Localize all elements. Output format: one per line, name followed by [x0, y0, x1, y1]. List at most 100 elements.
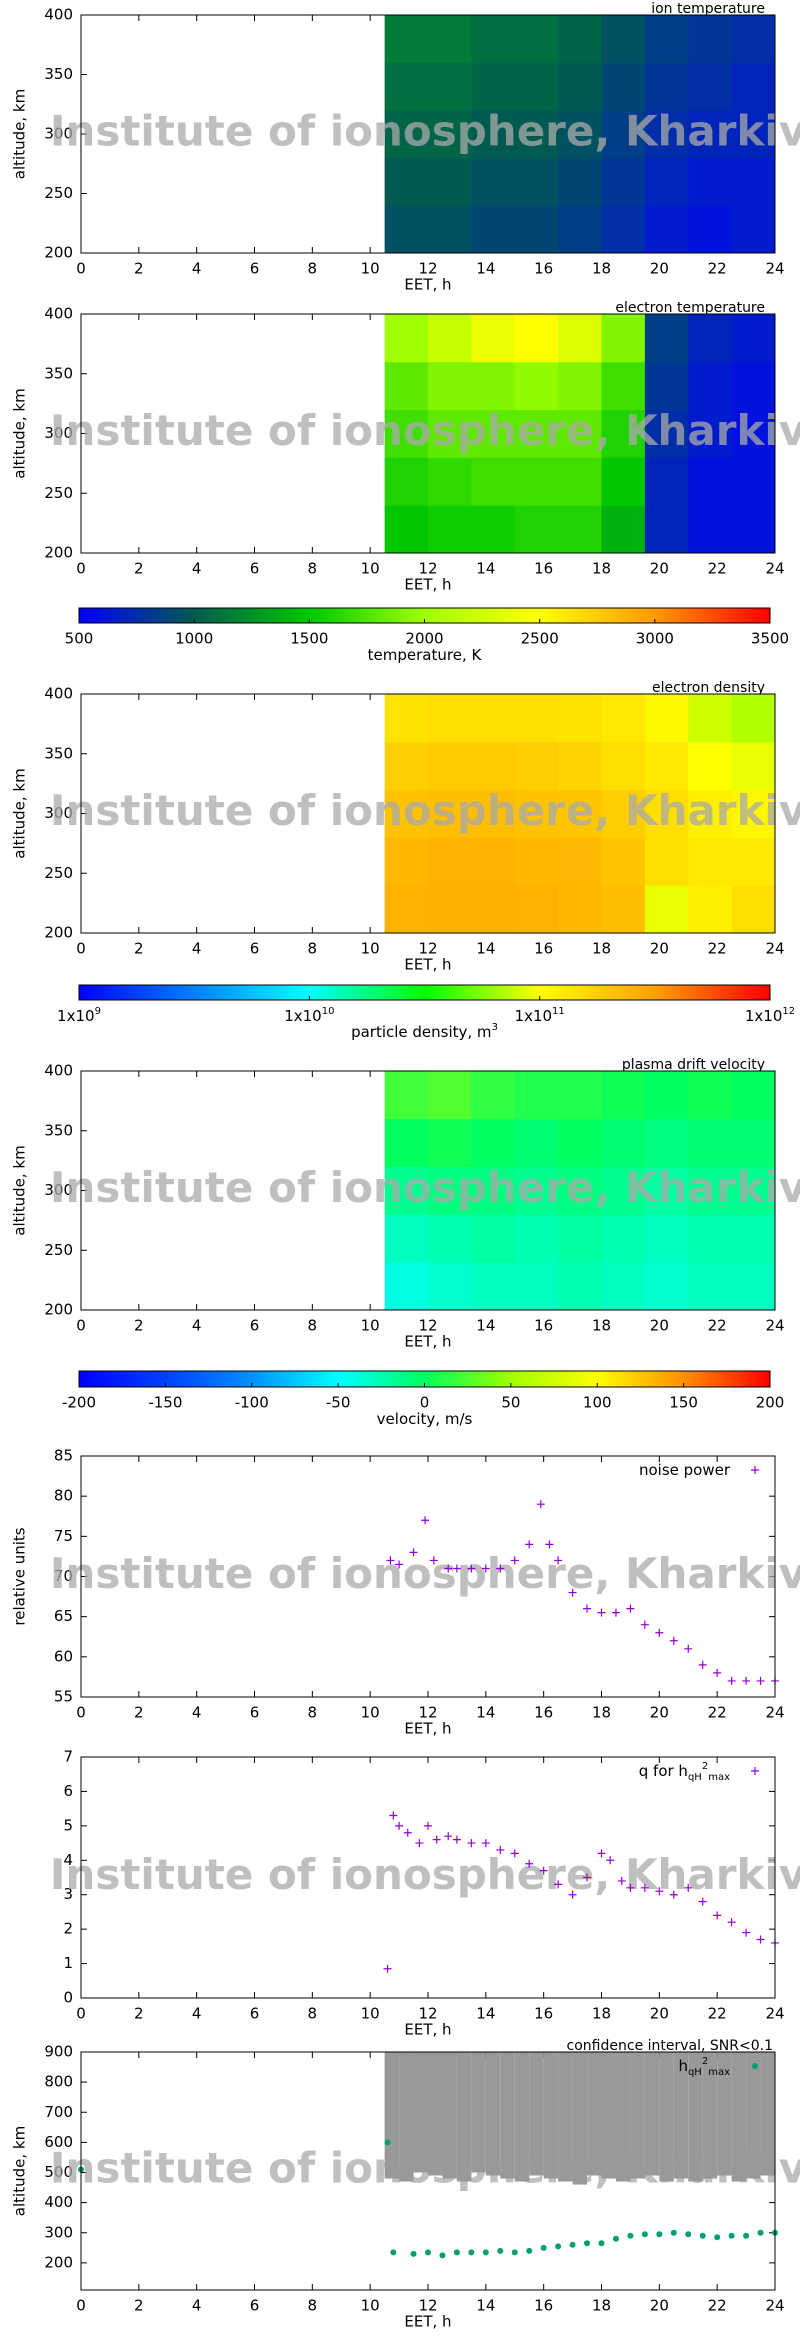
range-bar: [428, 2052, 443, 2176]
colorbar-tick-label: 100: [583, 1394, 612, 1412]
point: [641, 2231, 648, 2238]
point: [698, 1897, 707, 1906]
plot-frame: [80, 693, 776, 934]
heat-cell: [601, 457, 646, 506]
heat-cell: [471, 1118, 516, 1168]
point: [684, 1883, 693, 1892]
plot-frame: [80, 1455, 776, 1698]
heat-cell: [428, 1214, 472, 1263]
heat-cell: [514, 205, 559, 254]
range-bar: [471, 2052, 486, 2173]
heat-cell: [514, 15, 559, 64]
y-tick-label: 500: [44, 2163, 73, 2181]
x-tick-label: 16: [534, 260, 553, 278]
point: [685, 2231, 692, 2238]
heat-cell: [514, 1262, 559, 1311]
x-tick-label: 16: [534, 2297, 553, 2315]
range-bar: [673, 2052, 689, 2179]
y-axis-label: altitude, km: [11, 768, 29, 858]
x-tick-label: 6: [250, 2005, 260, 2023]
colorbar-tick-label: 3500: [751, 630, 789, 648]
x-axis-label: EET, h: [404, 1333, 451, 1351]
y-tick-label: 200: [44, 924, 73, 942]
heat-cell: [558, 409, 602, 458]
point: [597, 1849, 606, 1858]
x-tick-label: 2: [134, 2297, 144, 2315]
x-tick-label: 16: [534, 2005, 553, 2023]
colorbar-tick-label: 2000: [405, 630, 443, 648]
heat-cell: [558, 1214, 602, 1263]
range-bar: [456, 2052, 472, 2182]
y-tick-label: 900: [44, 2043, 73, 2061]
heat-cell: [731, 409, 776, 458]
y-tick-label: 70: [54, 1567, 73, 1585]
y-tick-label: 75: [54, 1527, 73, 1545]
heat-cell: [471, 205, 516, 254]
point: [482, 2249, 489, 2256]
point: [467, 1839, 476, 1848]
x-tick-label: 20: [650, 1317, 669, 1335]
heat-cell: [514, 1118, 559, 1168]
x-tick-label: 22: [708, 1704, 727, 1722]
x-tick-label: 6: [250, 260, 260, 278]
heat-cell: [428, 409, 472, 458]
heat-cell: [384, 62, 429, 111]
heat-cell: [471, 1214, 516, 1263]
label-part: velocity, m/s: [377, 1410, 473, 1428]
legend-marker: [751, 1767, 759, 1775]
heat-cell: [601, 1166, 646, 1215]
x-tick-label: 20: [650, 260, 669, 278]
point: [467, 1564, 476, 1573]
point: [481, 1839, 490, 1848]
heat-cell: [644, 789, 689, 838]
point: [611, 1608, 620, 1617]
x-tick-label: 8: [308, 1317, 318, 1335]
colorbar-tick-label: 200: [756, 1394, 785, 1412]
heat-cell: [688, 205, 733, 254]
heat-cell: [688, 361, 733, 411]
x-tick-label: 22: [708, 2297, 727, 2315]
x-tick-label: 10: [361, 560, 380, 578]
heat-cell: [471, 885, 516, 934]
heat-cell: [731, 361, 776, 411]
point: [727, 1918, 736, 1927]
colorbar-label: particle density, m3: [351, 1022, 498, 1041]
heat-cell: [471, 694, 516, 743]
y-tick-label: 250: [44, 1241, 73, 1259]
colorbar-tick-label: 0: [420, 1394, 430, 1412]
colorbar-label: temperature, K: [368, 646, 483, 664]
point: [390, 2249, 397, 2256]
x-tick-label: 20: [650, 2005, 669, 2023]
heat-cell: [558, 361, 602, 411]
heat-cell: [558, 205, 602, 254]
heat-cell: [428, 789, 472, 838]
heat-cell: [558, 1071, 602, 1120]
watermark: Institute of ionosphere, Kharkiv: [50, 1549, 800, 1598]
heat-cell: [514, 789, 559, 838]
point: [409, 1548, 418, 1557]
y-axis-label: altitude, km: [11, 388, 29, 478]
x-tick-label: 18: [592, 940, 611, 958]
y-axis-label: altitude, km: [11, 2126, 29, 2216]
point: [569, 2241, 576, 2248]
x-tick-label: 20: [650, 560, 669, 578]
heat-cell: [558, 885, 602, 934]
heat-cell: [731, 157, 776, 206]
heat-cell: [644, 409, 689, 458]
label-part: qH: [688, 2067, 702, 2078]
heat-cell: [428, 694, 472, 743]
x-tick-label: 12: [418, 1704, 437, 1722]
colorbar-tick-label: -150: [148, 1394, 182, 1412]
x-tick-label: 10: [361, 940, 380, 958]
heat-cell: [558, 314, 602, 363]
heat-cell: [514, 110, 559, 159]
y-tick-label: 6: [63, 1782, 73, 1800]
point: [568, 1890, 577, 1899]
point: [583, 1604, 592, 1613]
y-tick-label: 4: [63, 1851, 73, 1869]
x-tick-label: 14: [476, 1704, 495, 1722]
x-tick-label: 0: [76, 940, 86, 958]
x-axis-label: EET, h: [404, 2021, 451, 2039]
heat-cell: [384, 361, 429, 411]
